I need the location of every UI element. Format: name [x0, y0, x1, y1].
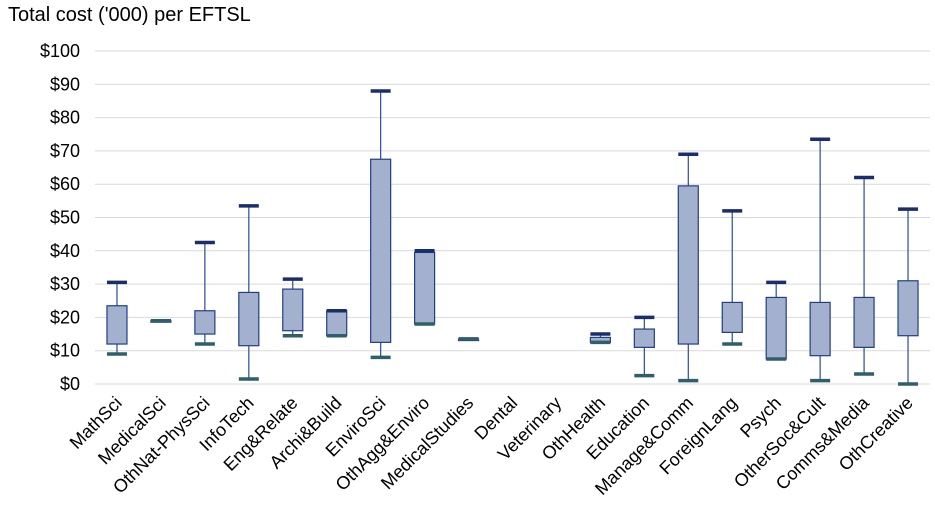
y-tick-label: $90	[50, 74, 80, 94]
y-tick-label: $30	[50, 274, 80, 294]
box-infotech	[239, 206, 259, 379]
box-manage-comm	[678, 154, 698, 380]
box-body	[854, 297, 874, 347]
box-othersoc-cult	[810, 139, 830, 380]
box-othhealth	[590, 334, 610, 342]
box-eng-relate	[283, 279, 303, 336]
box-comms-media	[854, 178, 874, 374]
box-body	[678, 186, 698, 344]
box-body	[195, 311, 215, 334]
box-envirosci	[371, 91, 391, 357]
box-body	[371, 159, 391, 342]
y-tick-label: $10	[50, 341, 80, 361]
box-body	[107, 306, 127, 344]
box-othcreative	[898, 209, 918, 384]
box-medicalstudies	[459, 339, 479, 341]
box-othnat-physsci	[195, 242, 215, 344]
y-tick-label: $60	[50, 174, 80, 194]
box-body	[327, 311, 347, 336]
box-archi-build	[327, 311, 347, 336]
box-body	[283, 289, 303, 331]
box-psych	[766, 282, 786, 359]
box-body	[415, 252, 435, 324]
y-tick-label: $20	[50, 307, 80, 327]
y-tick-label: $40	[50, 241, 80, 261]
box-body	[810, 302, 830, 355]
box-mathsci	[107, 282, 127, 354]
box-body	[898, 281, 918, 336]
y-axis-tick-labels: $0 $10 $20 $30 $40 $50 $60 $70 $80 $90 $100	[40, 41, 80, 394]
box-education	[634, 317, 654, 375]
gridlines	[95, 51, 930, 384]
y-tick-label: $80	[50, 108, 80, 128]
y-tick-label: $100	[40, 41, 80, 61]
box-series	[107, 91, 918, 384]
y-tick-label: $50	[50, 208, 80, 228]
y-tick-label: $70	[50, 141, 80, 161]
box-foreignlang	[722, 211, 742, 344]
box-body	[722, 302, 742, 332]
box-medicalsci	[151, 321, 171, 323]
box-body	[634, 329, 654, 347]
box-othagg-enviro	[415, 251, 435, 324]
box-body	[239, 292, 259, 345]
x-axis-tick-labels: MathSciMedicalSciOthNat-PhysSciInfoTechE…	[66, 392, 917, 499]
box-body	[766, 297, 786, 359]
y-tick-label: $0	[60, 374, 80, 394]
